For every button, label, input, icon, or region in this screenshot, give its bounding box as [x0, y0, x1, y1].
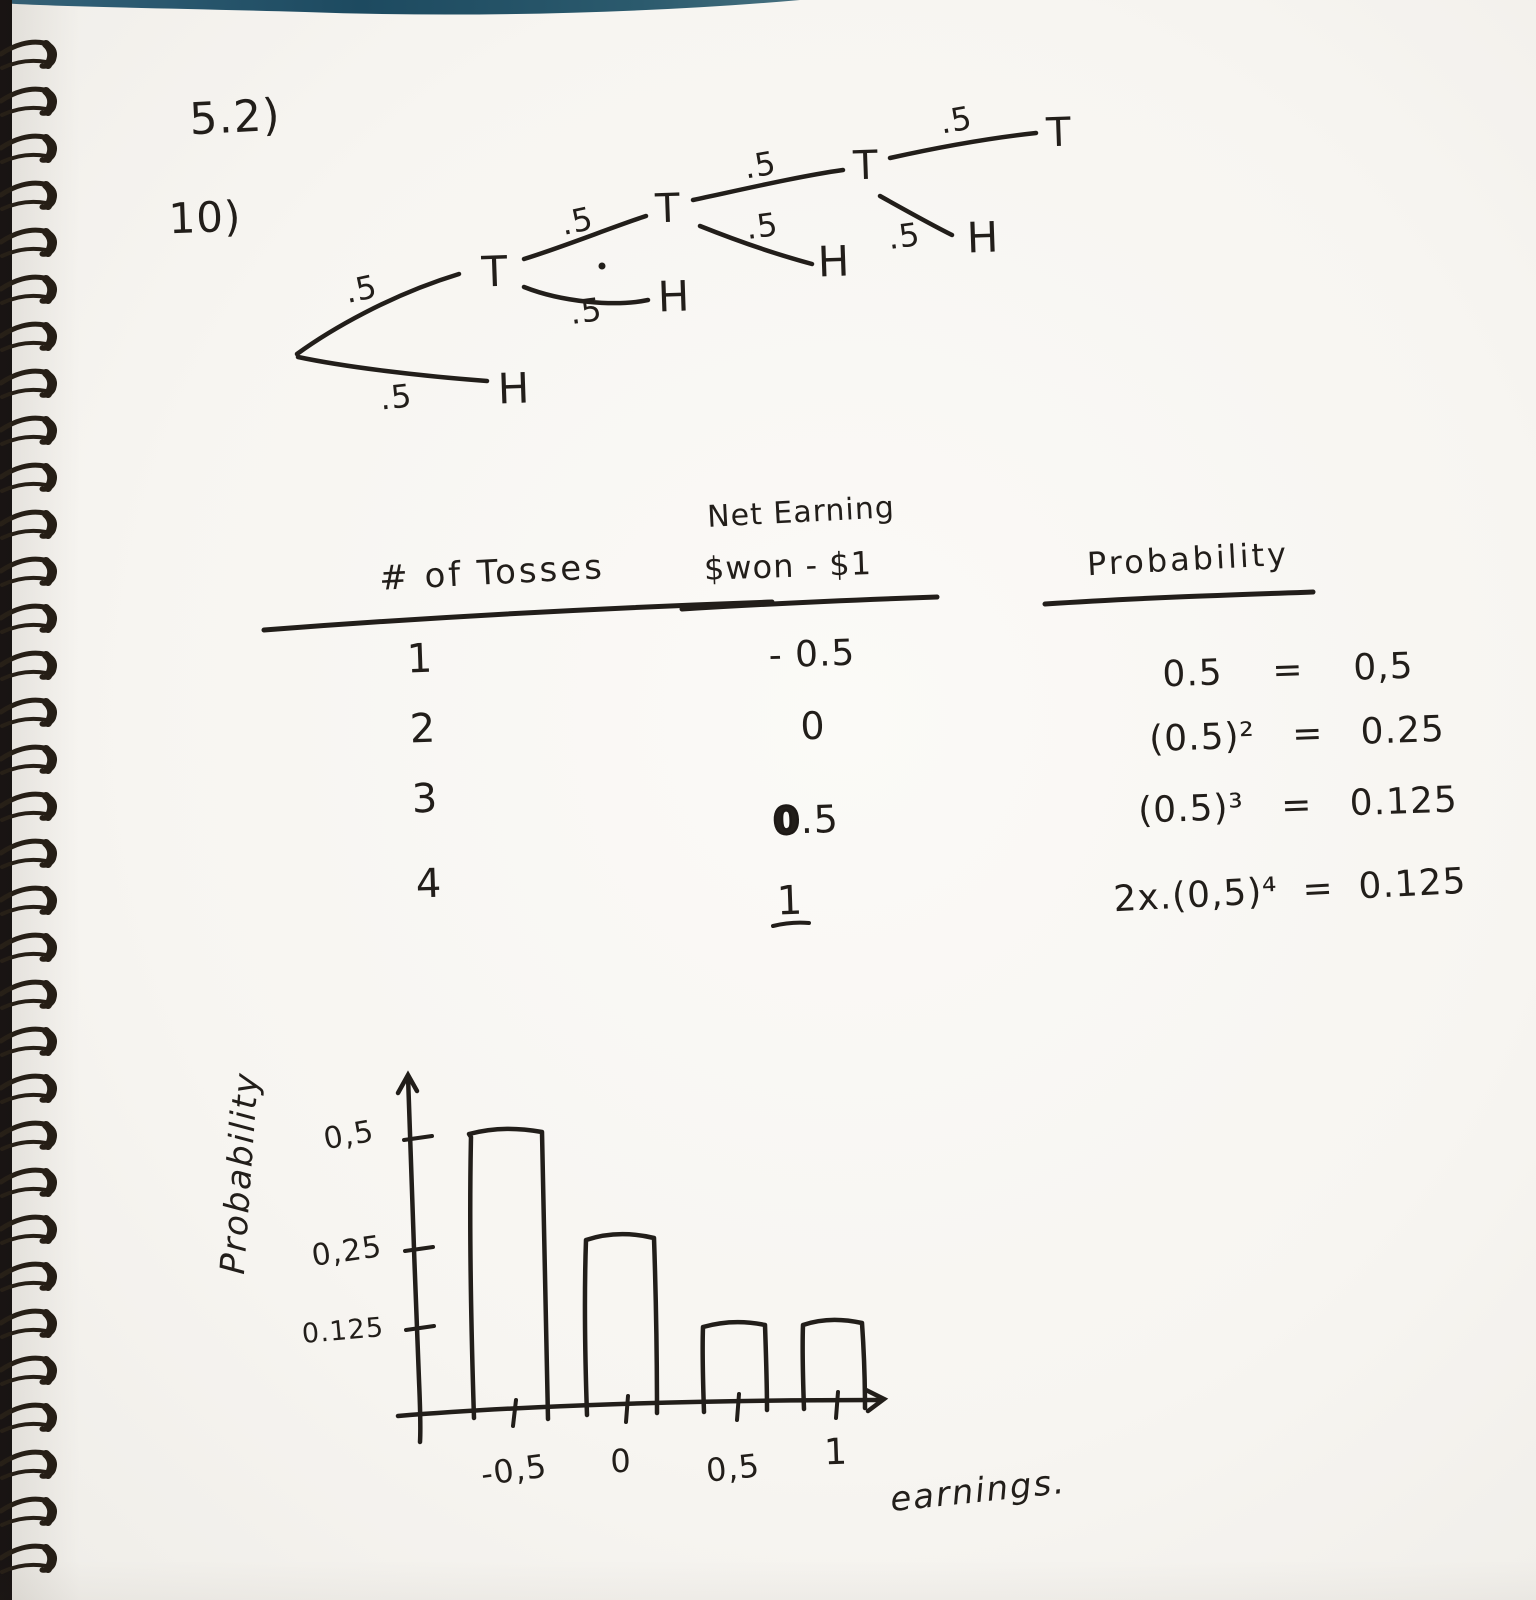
- net-earning-row2: 0: [799, 703, 827, 749]
- tree-node-t-4: T: [1045, 109, 1073, 157]
- net-earning-row3-rest: .5: [799, 796, 840, 843]
- overwritten-zero: 0: [771, 797, 802, 844]
- chart-bars: [466, 1126, 868, 1422]
- bar: [800, 1317, 868, 1412]
- net-earning-row4: 1: [775, 877, 805, 925]
- tree-edge: [521, 213, 649, 262]
- section-label: 5.2): [188, 89, 282, 146]
- bar: [466, 1126, 551, 1422]
- tree-edge: [887, 130, 1039, 161]
- net-earning-row1: - 0.5: [767, 632, 857, 677]
- tree-node-h-1: H: [496, 363, 532, 414]
- tree-prob-label-4: .5: [567, 289, 605, 333]
- header-underline: [1042, 589, 1316, 607]
- tree-edge: [294, 271, 462, 357]
- notebook-top-edge: [0, 0, 800, 15]
- x-tick-label-neg05: -0,5: [478, 1446, 550, 1494]
- table-col3-header: Probability: [1086, 534, 1290, 584]
- x-tick-label-1: 1: [823, 1431, 849, 1474]
- stray-ink-dot: [598, 262, 606, 270]
- x-axis-arrowhead: [863, 1387, 889, 1414]
- y-tick-label-05: 0,5: [320, 1113, 377, 1158]
- tree-node-h-4: H: [965, 212, 1001, 263]
- tree-edges: [294, 130, 1039, 384]
- chart-y-ticks: [402, 1134, 436, 1332]
- x-tick-label-0: 0: [609, 1441, 633, 1481]
- header-underline: [679, 594, 940, 612]
- tree-edge: [295, 354, 490, 384]
- toss-count-row2: 2: [408, 705, 438, 753]
- tree-node-t-2: T: [654, 185, 682, 233]
- bar: [700, 1320, 770, 1415]
- x-tick-label-05: 0,5: [704, 1446, 762, 1490]
- probability-expr-row2: (0.5)² = 0.25: [1148, 708, 1446, 761]
- y-tick-label-0125: 0.125: [300, 1311, 386, 1351]
- tree-node-h-2: H: [656, 271, 692, 322]
- toss-count-row4: 4: [414, 860, 444, 908]
- table-col2-header-line2: $won - $1: [703, 544, 873, 588]
- tree-node-t-1: T: [480, 246, 510, 297]
- tree-edge: [697, 223, 815, 267]
- tree-edge: [877, 193, 955, 238]
- tree-node-h-3: H: [816, 236, 852, 287]
- tree-prob-label-1: .5: [341, 267, 381, 311]
- tree-prob-label-3: .5: [557, 199, 597, 243]
- tree-prob-label-5: .5: [740, 143, 780, 187]
- problem-number: 10): [167, 191, 243, 244]
- y-axis: [405, 1073, 423, 1445]
- tree-edge: [690, 167, 846, 203]
- toss-count-row3: 3: [410, 775, 440, 823]
- value-underline: [771, 920, 811, 928]
- y-axis-arrowhead: [395, 1070, 420, 1096]
- table-underlines: [261, 589, 1316, 928]
- chart-x-ticks: [511, 1390, 840, 1428]
- tree-prob-label-8: .5: [885, 214, 923, 258]
- tree-edge: [521, 284, 651, 306]
- toss-count-row1: 1: [405, 635, 435, 683]
- net-earning-row3: 0.5: [771, 796, 840, 845]
- probability-expr-row1: 0.5 = 0,5: [1161, 645, 1415, 696]
- header-underline: [261, 599, 775, 633]
- tree-prob-label-7: .5: [936, 98, 976, 142]
- tree-node-t-3: T: [852, 142, 880, 190]
- tree-prob-label-2: .5: [377, 376, 415, 418]
- bar: [582, 1231, 660, 1418]
- tree-prob-label-6: .5: [743, 204, 781, 248]
